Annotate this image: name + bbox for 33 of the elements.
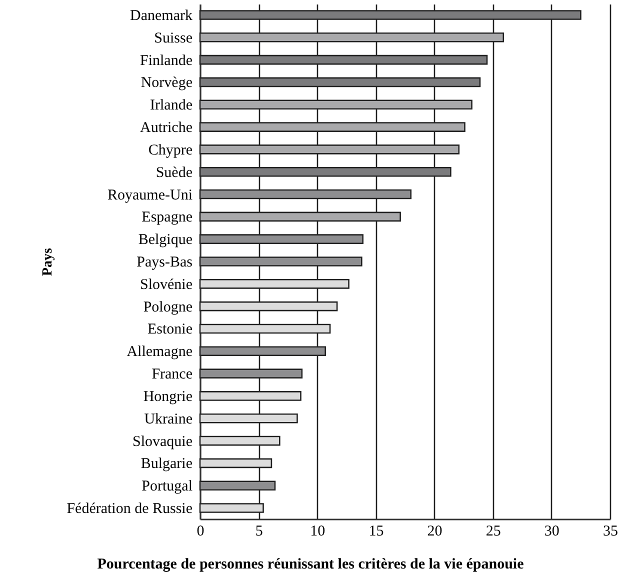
- x-tick-label: 35: [603, 524, 618, 540]
- y-tick-label: Danemark: [130, 8, 193, 24]
- x-axis-title: Pourcentage de personnes réunissant les critères de la vie épanouie: [97, 556, 524, 572]
- y-tick-label: Royaume-Uni: [108, 187, 192, 204]
- x-tick-label: 10: [310, 524, 326, 540]
- y-tick-label: Estonie: [148, 322, 193, 338]
- y-tick-label: Belgique: [138, 232, 193, 248]
- x-tick-label: 0: [196, 524, 204, 540]
- x-tick-label: 30: [544, 524, 560, 540]
- y-tick-label: Pologne: [143, 299, 193, 316]
- x-tick-label: 15: [368, 524, 384, 540]
- y-tick-label: Portugal: [142, 478, 192, 495]
- y-tick-label: Autriche: [140, 120, 193, 136]
- y-tick-label: Finlande: [140, 52, 193, 69]
- y-axis-title: Pays: [40, 247, 56, 276]
- y-tick-label: Fédération de Russie: [66, 501, 193, 518]
- y-tick-label: Suisse: [154, 30, 193, 46]
- y-tick-label: Espagne: [142, 210, 193, 226]
- x-tick-label: 25: [486, 524, 501, 540]
- y-tick-label: Norvège: [140, 75, 193, 92]
- y-tick-label: Irlande: [150, 98, 193, 114]
- y-tick-label: France: [152, 366, 193, 383]
- x-tick-label: 20: [427, 524, 442, 540]
- y-tick-label: Bulgarie: [140, 456, 193, 472]
- y-tick-label: Allemagne: [126, 344, 193, 360]
- x-tick-label: 5: [255, 524, 263, 540]
- y-tick-label: Hongrie: [143, 388, 193, 405]
- y-tick-label: Ukraine: [144, 411, 193, 428]
- y-tick-label: Slovaquie: [132, 434, 193, 450]
- y-tick-label: Chypre: [148, 142, 193, 158]
- y-tick-label: Slovénie: [140, 276, 193, 293]
- y-tick-label: Pays-Bas: [136, 254, 193, 270]
- y-tick-label: Suède: [156, 164, 193, 181]
